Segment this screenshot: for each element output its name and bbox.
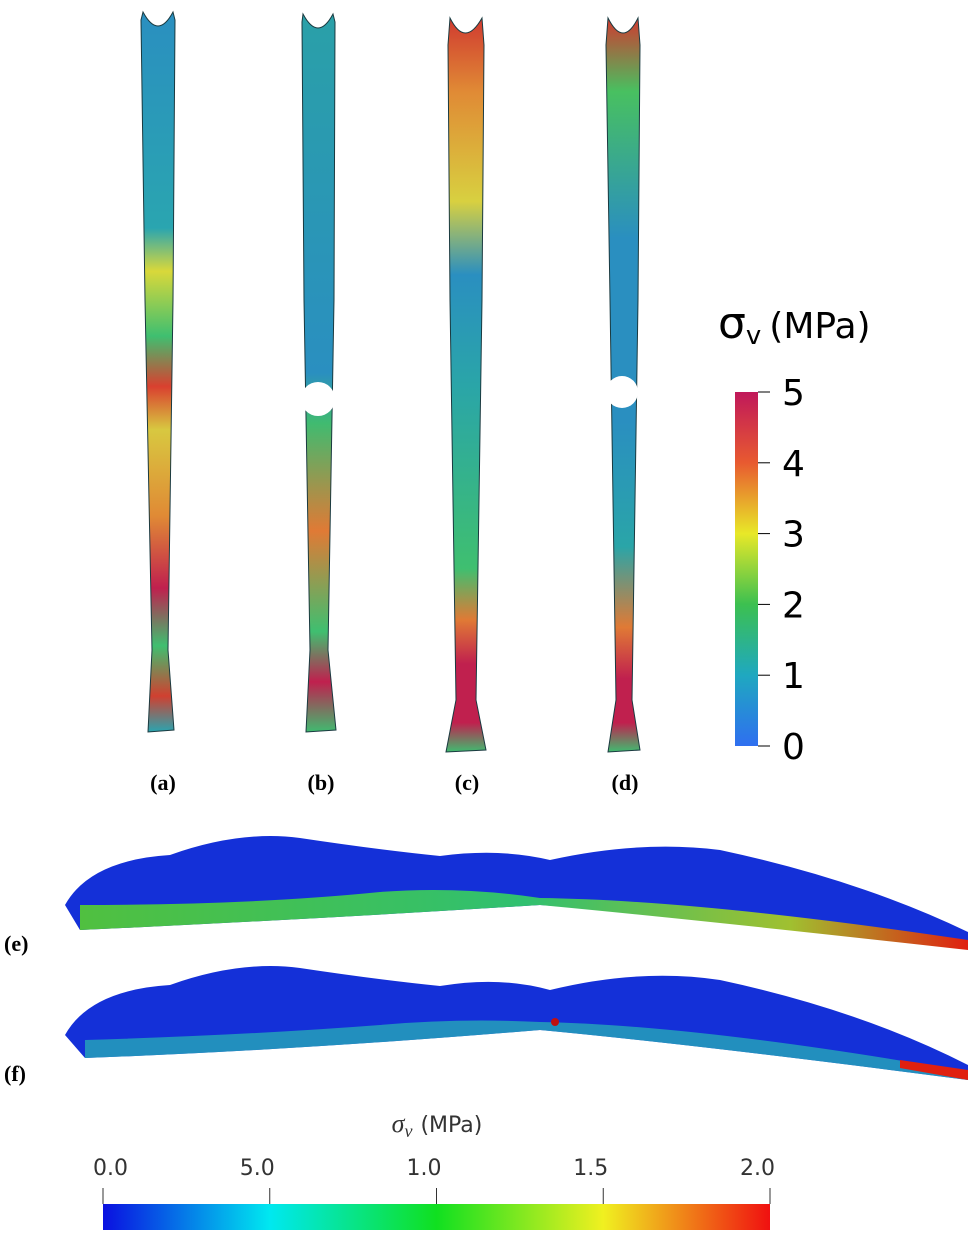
tick-label: 2 xyxy=(782,585,805,626)
tick-label: 2.0 xyxy=(740,1156,775,1181)
tick-label: 4 xyxy=(782,444,805,485)
colorbar-top: σv (MPa) 0 1 2 3 4 5 xyxy=(718,298,871,768)
blade-f xyxy=(65,966,968,1080)
tick-label: 0.0 xyxy=(93,1156,128,1181)
specimen-c xyxy=(445,16,487,753)
hole xyxy=(301,382,335,416)
hole xyxy=(606,376,638,408)
colorbar-title: σv (MPa) xyxy=(392,1109,483,1141)
colorbar xyxy=(103,1204,770,1230)
tick-label: 5.0 xyxy=(240,1156,275,1181)
blade-e xyxy=(65,836,968,950)
panel-label: (e) xyxy=(4,931,28,956)
panel-label: (c) xyxy=(455,770,479,795)
tick-label: 1.0 xyxy=(407,1156,442,1181)
colorbar xyxy=(735,392,758,746)
tick-label: 3 xyxy=(782,515,805,556)
panel-label: (a) xyxy=(150,770,176,795)
colorbar-title: σv (MPa) xyxy=(718,298,871,351)
specimen-a xyxy=(140,10,176,733)
tick-label: 1.5 xyxy=(573,1156,608,1181)
tick-label: 0 xyxy=(782,727,805,768)
specimens xyxy=(140,10,641,753)
tick-label: 1 xyxy=(782,656,805,697)
colorbar-bottom: σv (MPa) 0.0 5.0 1.0 1.5 2.0 xyxy=(93,1109,775,1230)
tick-label: 5 xyxy=(782,373,805,414)
panel-label: (d) xyxy=(612,770,639,795)
panel-label: (b) xyxy=(308,770,335,795)
specimen-b xyxy=(301,12,337,733)
panel-label: (f) xyxy=(4,1061,26,1086)
